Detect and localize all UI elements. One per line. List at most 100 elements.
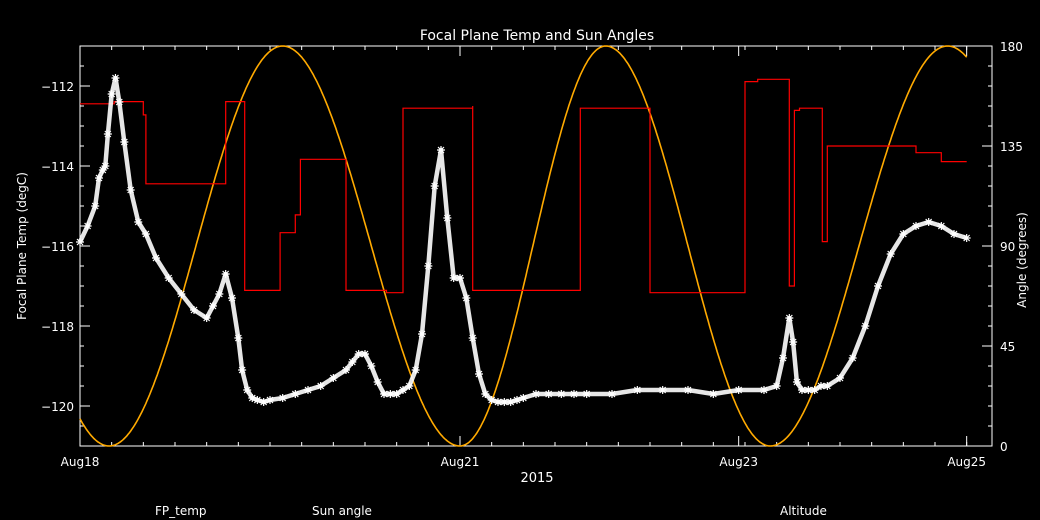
fp-temp-point [304, 386, 312, 394]
fp-temp-point [430, 182, 439, 190]
fp-temp-point [111, 74, 120, 82]
fp-temp-point [570, 390, 578, 398]
fp-temp-point [532, 390, 540, 398]
fp-temp-point [494, 398, 502, 406]
fp-temp-point [386, 390, 395, 398]
fp-temp-point [633, 386, 642, 394]
fp-temp-point [228, 294, 236, 302]
fp-temp-point [380, 390, 388, 398]
fp-temp-point [779, 354, 787, 362]
fp-temp-point [760, 386, 768, 394]
fp-temp-point [792, 378, 801, 386]
fp-temp-point [361, 350, 369, 358]
fp-temp-point [126, 186, 135, 194]
fp-temp-point [101, 162, 110, 170]
fp-temp-point [98, 166, 107, 174]
fp-temp-point [544, 390, 553, 398]
y-axis-label-right: Angle (degrees) [1015, 212, 1029, 308]
fp-temp-point [259, 398, 268, 406]
fp-temp-point [134, 218, 143, 226]
fp-temp-point [234, 334, 243, 342]
fp-temp-point [817, 382, 825, 390]
x-tick-label-1: Aug21 [441, 455, 480, 469]
fp-temp-point [83, 222, 92, 230]
fp-temp-point [221, 270, 230, 278]
fp-temp-point [115, 98, 124, 106]
chart-title: Focal Plane Temp and Sun Angles [420, 28, 654, 44]
fp-temp-point [152, 254, 160, 262]
fp-temp-point [215, 290, 224, 298]
fp-temp-point [519, 394, 528, 402]
fp-temp-point [164, 274, 173, 282]
altitude-series [79, 45, 968, 447]
fp-temp-point [141, 230, 150, 238]
axis-ticks: Aug18 Aug21 Aug23 Aug25 −112 −114 −116 −118 −120… [41, 40, 1023, 469]
fp-temp-point [462, 294, 471, 302]
fp-temp-point [557, 390, 566, 398]
fp-temp-point [238, 366, 247, 374]
fp-temp-point [120, 138, 129, 146]
fp-temp-point [804, 386, 813, 394]
fp-temp-point [709, 390, 718, 398]
fp-temp-point [243, 386, 252, 394]
fp-temp-point [367, 362, 376, 370]
fp-temp-point [329, 374, 338, 382]
fp-temp-point [411, 366, 420, 374]
y-left-tick-label-1: −114 [41, 160, 74, 174]
fp-temp-point [316, 382, 325, 390]
y-right-tick-label-1: 45 [1000, 340, 1015, 354]
y-axis-label-left: Focal Plane Temp (degC) [15, 172, 29, 320]
fp-temp-point [278, 394, 287, 402]
fp-temp-point [475, 370, 483, 378]
fp-temp-point [500, 398, 509, 406]
fp-temp-point [836, 374, 844, 382]
fp-temp-point [253, 396, 262, 404]
x-tick-label-2: Aug23 [719, 455, 758, 469]
fp-temp-point [798, 386, 806, 394]
sun-angle-line [80, 78, 967, 294]
fp-temp-point [468, 334, 477, 342]
y-right-tick-label-4: 180 [1000, 40, 1023, 54]
fp-temp-point [177, 290, 186, 298]
fp-temp-point [91, 202, 100, 210]
fp-temp-point [190, 306, 198, 314]
fp-temp-point [456, 274, 464, 282]
fp-temp-trace [77, 75, 968, 405]
legend-altitude: Altitude [780, 504, 827, 518]
fp-temp-point [608, 390, 616, 398]
y-left-tick-label-3: −118 [41, 320, 74, 334]
fp-temp-point [924, 218, 933, 226]
fp-temp-point [392, 390, 401, 398]
fp-temp-point [248, 394, 257, 402]
fp-temp-point [950, 230, 958, 238]
fp-temp-point [405, 382, 414, 390]
fp-temp-point [487, 396, 496, 404]
y-left-tick-label-0: −112 [41, 80, 74, 94]
fp-temp-point [962, 234, 971, 242]
sun-angle-series [80, 78, 967, 294]
fp-temp-point [437, 146, 445, 154]
fp-temp-point [513, 396, 521, 404]
fp-temp-point [582, 390, 591, 398]
fp-temp-point [785, 314, 794, 322]
x-tick-label-0: Aug18 [61, 455, 100, 469]
fp-temp-point [418, 330, 426, 338]
fp-temp-point [848, 354, 857, 362]
y-right-tick-label-3: 135 [1000, 140, 1023, 154]
fp-temp-point [734, 386, 743, 394]
fp-temp-point [399, 386, 407, 394]
fp-temp-point [899, 230, 908, 238]
fp-temp-point [861, 322, 870, 330]
fp-temp-point [209, 302, 217, 310]
fp-temp-point [506, 398, 515, 406]
fp-temp-point [103, 130, 112, 138]
fp-temp-point [772, 382, 781, 390]
fp-temp-point [658, 386, 667, 394]
x-axis-label: 2015 [520, 471, 553, 486]
fp-temp-point [348, 358, 357, 366]
y-right-tick-label-2: 90 [1000, 240, 1015, 254]
legend-fp-temp: FP_temp [155, 504, 207, 518]
fp-temp-point [95, 174, 103, 182]
fp-temp-series [76, 74, 971, 406]
fp-temp-point [874, 282, 882, 290]
